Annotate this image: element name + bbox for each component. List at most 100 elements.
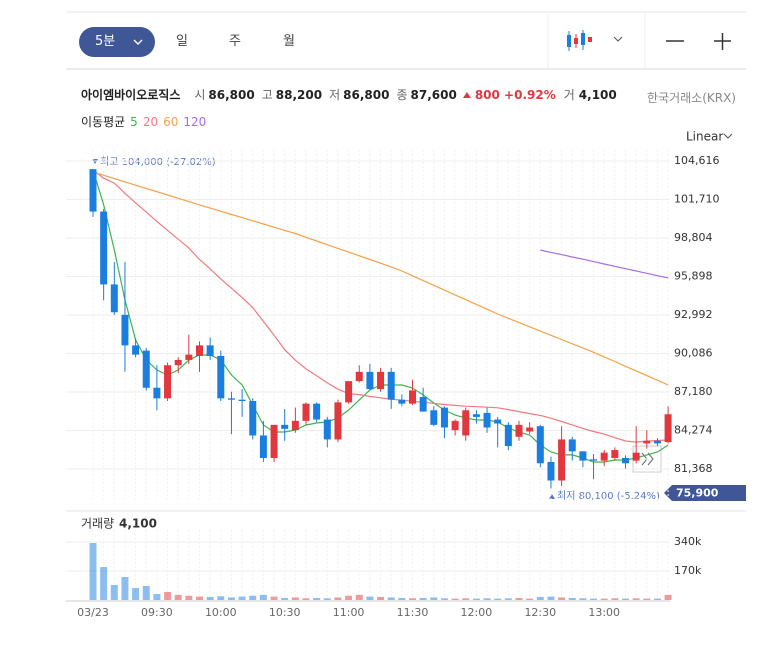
candle-body [483, 412, 491, 428]
price-tag-label: 75,900 [676, 487, 719, 500]
scale-label[interactable]: Linear [686, 130, 723, 144]
volume-bar [196, 596, 203, 600]
volume-bar [430, 597, 438, 600]
volume-bar [643, 598, 651, 600]
volume-bar [451, 598, 459, 600]
candle-body [590, 459, 598, 461]
volume-bar [472, 598, 480, 600]
tab[interactable]: 월 [283, 34, 295, 49]
candle-body [643, 440, 651, 444]
tab[interactable]: 주 [229, 34, 241, 49]
field-value: 86,800 [343, 88, 390, 102]
ma-label: 이동평균 [81, 115, 126, 129]
volume-bar [227, 597, 235, 600]
high-annotation: 최고 104,000 (-27.02%) [100, 156, 216, 168]
tab[interactable]: 일 [176, 34, 188, 49]
x-tick-label: 10:30 [269, 606, 301, 619]
volume-bar [387, 597, 395, 600]
candle-body [494, 419, 502, 424]
y-tick-label: 340k [674, 535, 702, 548]
interval-button[interactable]: 5분 [79, 27, 155, 57]
candle-body [206, 345, 214, 356]
volume-bar [174, 594, 182, 600]
y-tick-label: 98,804 [674, 231, 713, 244]
volume-bar [526, 598, 534, 600]
candle-body [110, 284, 118, 313]
field-label: 거 [563, 88, 575, 102]
y-tick-label: 101,710 [674, 192, 720, 205]
candle-icon[interactable] [567, 30, 592, 51]
volume-bar [249, 595, 257, 600]
volume-bar [515, 597, 523, 600]
candle-body [622, 457, 629, 464]
volume-bar [568, 597, 576, 600]
volume-bar [409, 598, 416, 600]
up-arrow [462, 92, 471, 98]
candle-body [398, 399, 406, 404]
field-value: 86,800 [208, 88, 255, 102]
volume-bar [483, 598, 491, 600]
candle-body [323, 419, 331, 440]
volume-bar [462, 598, 470, 600]
x-tick-label: 13:00 [588, 606, 620, 619]
low-marker [549, 494, 555, 499]
volume-bar [238, 596, 246, 600]
candle-body [462, 410, 470, 436]
volume-bar [110, 584, 118, 600]
y-tick-label: 95,898 [674, 269, 713, 282]
field-label: 저 [329, 88, 341, 102]
candle-body [558, 439, 566, 481]
candle-body [515, 424, 523, 437]
candle-body [547, 461, 555, 481]
ma-legend: 이동평균 5 20 60 120 [81, 114, 206, 130]
legend-entry: 120 [183, 115, 207, 129]
volume-bar [323, 598, 331, 600]
chevron[interactable] [613, 36, 623, 42]
candle-body [164, 365, 172, 399]
volume-bar [653, 598, 661, 600]
volume-bar [89, 543, 97, 600]
volume-bar [259, 594, 267, 600]
candle-body [227, 398, 235, 400]
y-tick-label: 84,274 [674, 423, 713, 436]
volume-bar [313, 597, 321, 600]
ma-line [540, 249, 669, 279]
volume-bar [153, 594, 161, 600]
volume-bar [440, 598, 448, 600]
volume-bar [536, 596, 544, 600]
volume-bar [217, 596, 225, 600]
y-tick-label: 170k [674, 564, 702, 577]
volume-bar [419, 597, 427, 600]
volume-bar [494, 598, 502, 600]
x-tick-label: 09:30 [141, 606, 173, 619]
candle-body [100, 211, 108, 285]
volume-bar [281, 597, 289, 600]
candle-body [664, 414, 672, 443]
x-tick-label: 03/23 [77, 606, 109, 619]
candle-body [579, 451, 587, 461]
legend-entry: 60 [163, 115, 179, 129]
volume-bar [579, 598, 587, 600]
candle-body [504, 424, 512, 447]
y-tick-label: 87,180 [674, 385, 713, 398]
change: 800 +0.92% [474, 88, 556, 102]
ma-line [92, 169, 669, 443]
candle-body [611, 450, 619, 458]
candle-body [174, 359, 182, 366]
volume-bar [377, 596, 385, 600]
volume-bar [355, 594, 363, 600]
candle-body [153, 387, 161, 399]
field-value: 87,600 [410, 88, 457, 102]
chevron[interactable] [723, 133, 733, 139]
volume-bar [291, 597, 299, 600]
zoom-in[interactable] [714, 33, 731, 50]
volume-bar [632, 598, 640, 600]
candle-body [345, 381, 353, 403]
candle-body [387, 371, 395, 400]
volume-bar [345, 595, 353, 600]
candle-body [440, 407, 448, 428]
candle-body [132, 345, 140, 355]
volume-bar [334, 597, 342, 600]
y-tick-label: 104,616 [674, 154, 720, 167]
candle-body [217, 355, 225, 399]
